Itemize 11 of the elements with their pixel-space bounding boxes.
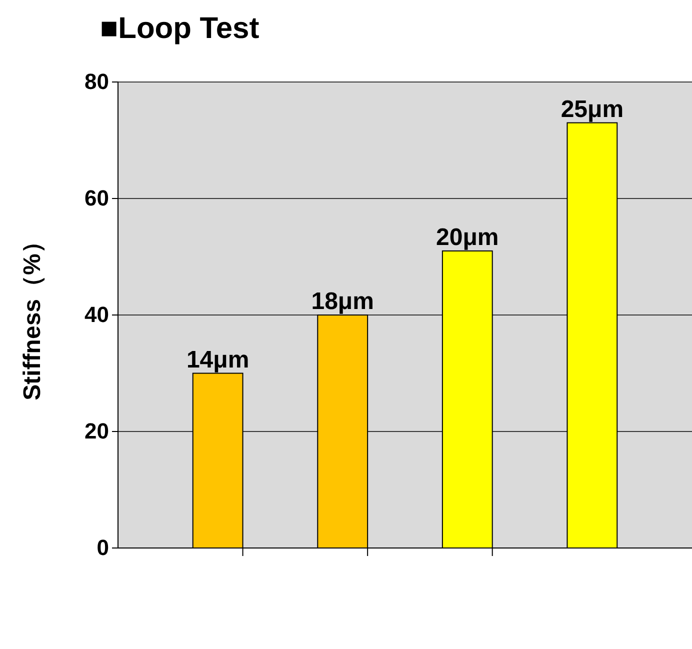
y-tick-label: 60	[84, 186, 109, 211]
y-tick-label: 20	[84, 418, 109, 444]
annotation: 20μm	[436, 224, 499, 251]
annotation: 18μm	[311, 288, 374, 315]
y-tick-label: 0	[96, 535, 109, 560]
annotation: 14μm	[186, 346, 250, 374]
annotation: 25μm	[560, 96, 624, 123]
y-tick-label: 80	[84, 69, 109, 94]
chart-title: ■Loop Test	[100, 12, 260, 45]
y-axis-title: Stiffness（%）	[19, 230, 46, 400]
y-tick-label: 40	[84, 302, 109, 328]
